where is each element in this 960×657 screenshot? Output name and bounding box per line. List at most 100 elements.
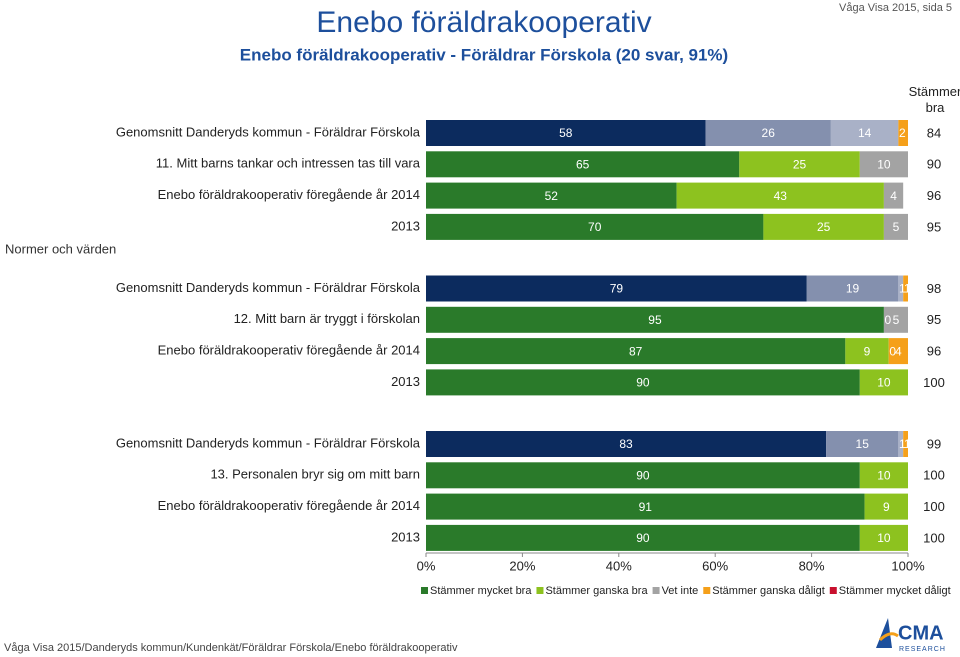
value-label: 0 [909, 344, 916, 358]
value-label: 1 [899, 282, 906, 296]
bar-segment [898, 120, 908, 146]
legend-swatch [829, 587, 837, 594]
value-label: 10 [877, 531, 891, 545]
x-tick-label: 0% [417, 558, 436, 573]
total-label: 95 [927, 312, 941, 327]
total-label: 100 [923, 375, 945, 390]
value-label: 1 [904, 437, 911, 451]
total-label: 100 [923, 530, 945, 545]
bar-segment [426, 369, 860, 396]
bar-segment [898, 431, 904, 457]
logo-text: CMA [898, 622, 944, 644]
legend-label: Vet inte [662, 585, 699, 597]
row-label: 2013 [391, 218, 420, 233]
total-label: 90 [927, 157, 941, 172]
logo-mark [876, 618, 892, 648]
value-label: 25 [817, 220, 831, 234]
value-label: 0 [909, 531, 916, 545]
value-label: 0 [909, 531, 916, 545]
legend-swatch [703, 587, 711, 594]
value-label: 2 [899, 126, 906, 140]
value-label: 90 [636, 468, 650, 482]
total-label: 84 [927, 125, 941, 140]
value-label: 0 [885, 313, 892, 327]
bar-segment [883, 213, 908, 240]
value-label: 90 [636, 531, 650, 545]
value-label: 0 [909, 500, 916, 514]
value-label: 0 [909, 126, 916, 140]
bar-segment [763, 213, 884, 240]
row-label: Genomsnitt Danderyds kommun - Föräldrar … [116, 124, 421, 139]
bar-segment [426, 493, 865, 520]
value-label: 58 [559, 126, 573, 140]
footer: Våga Visa 2015/Danderyds kommun/Kundenkä… [4, 642, 458, 654]
row-label: Enebo föräldrakooperativ föregående år 2… [158, 498, 420, 513]
value-label: 70 [588, 220, 602, 234]
bar-segment [426, 151, 740, 178]
legend-swatch [421, 587, 428, 594]
value-label: 0 [904, 189, 911, 203]
value-label: 0 [909, 376, 916, 390]
value-label: 65 [576, 157, 590, 171]
logo-swoosh [878, 632, 899, 642]
section-label: Normer och värden [5, 241, 116, 256]
bar-segment [864, 493, 908, 520]
bar-segment [426, 306, 884, 333]
value-label: 14 [858, 126, 872, 140]
row-label: Enebo föräldrakooperativ föregående år 2… [158, 187, 420, 202]
page-label: Våga Visa 2015, sida 5 [839, 2, 952, 14]
value-label: 0 [909, 500, 916, 514]
total-label: 100 [923, 499, 945, 514]
x-tick-label: 20% [509, 558, 535, 573]
title: Enebo föräldrakooperativ [316, 6, 651, 39]
bar-segment [806, 275, 899, 302]
legend-label: Stämmer ganska dåligt [712, 585, 825, 597]
bar-segment [676, 182, 884, 209]
legend-swatch [652, 587, 660, 594]
row-label: 13. Personalen bryr sig om mitt barn [210, 467, 420, 482]
total-label: 96 [927, 344, 941, 359]
value-label: 83 [619, 437, 633, 451]
bar-segment [426, 213, 764, 240]
x-tick-label: 60% [702, 558, 728, 573]
value-label: 9 [864, 344, 871, 358]
bar-segment [426, 275, 807, 302]
value-label: 0 [909, 220, 916, 234]
row-label: Genomsnitt Danderyds kommun - Föräldrar … [116, 280, 421, 295]
value-label: 26 [762, 126, 776, 140]
bar-segment [830, 120, 899, 146]
legend-swatch [536, 587, 544, 594]
value-label: 52 [545, 189, 559, 203]
value-label: 10 [877, 376, 891, 390]
legend-label: Stämmer mycket bra [430, 585, 532, 597]
value-label: 87 [629, 344, 643, 358]
value-label: 0 [889, 344, 896, 358]
x-tick-label: 40% [606, 558, 632, 573]
value-label: 0 [909, 500, 916, 514]
value-label: 0 [904, 189, 911, 203]
value-label: 10 [877, 468, 891, 482]
total-label: 96 [927, 188, 941, 203]
value-label: 9 [883, 500, 890, 514]
x-tick-label: 80% [799, 558, 825, 573]
value-label: 0 [909, 468, 916, 482]
logo-subtext: RESEARCH [899, 646, 946, 653]
subtitle: Enebo föräldrakooperativ - Föräldrar För… [240, 45, 728, 64]
bar-segment [903, 431, 908, 457]
value-label: 10 [877, 157, 891, 171]
value-label: 5 [893, 220, 900, 234]
bar-segment [426, 524, 860, 551]
row-label: 2013 [391, 374, 420, 389]
total-label: 99 [927, 436, 941, 451]
value-label: 43 [774, 189, 788, 203]
total-label: 95 [927, 219, 941, 234]
bar-segment [883, 306, 908, 333]
legend-label: Stämmer mycket dåligt [839, 585, 951, 597]
row-label: 11. Mitt barns tankar och intressen tas … [156, 156, 421, 171]
bar-segment [705, 120, 831, 146]
value-label: 1 [899, 437, 906, 451]
value-label: 1 [904, 282, 911, 296]
bar-segment [845, 338, 889, 365]
